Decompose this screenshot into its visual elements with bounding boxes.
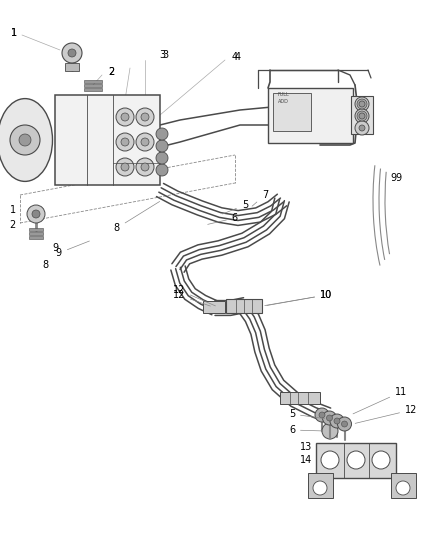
Circle shape — [19, 134, 31, 146]
Circle shape — [121, 138, 129, 146]
Text: 8: 8 — [42, 260, 48, 270]
Text: 2: 2 — [108, 67, 114, 77]
Circle shape — [359, 125, 365, 131]
Text: 8: 8 — [114, 201, 159, 233]
Text: 6: 6 — [289, 425, 322, 435]
Circle shape — [27, 205, 45, 223]
Text: FULL: FULL — [278, 92, 290, 97]
Circle shape — [141, 113, 149, 121]
Bar — [273, 93, 311, 131]
Circle shape — [32, 210, 40, 218]
Circle shape — [121, 163, 129, 171]
Circle shape — [347, 451, 365, 469]
Bar — [308, 473, 333, 498]
Text: 7: 7 — [252, 190, 268, 206]
Circle shape — [355, 121, 369, 135]
Text: 1: 1 — [10, 205, 16, 215]
Bar — [65, 63, 79, 71]
Circle shape — [334, 418, 340, 424]
Bar — [316, 443, 396, 478]
Text: 10: 10 — [265, 290, 332, 305]
Circle shape — [136, 108, 154, 126]
Text: 11: 11 — [353, 387, 407, 414]
Text: 13: 13 — [300, 442, 312, 452]
Circle shape — [357, 99, 367, 109]
Bar — [391, 473, 416, 498]
Circle shape — [359, 113, 365, 119]
Circle shape — [357, 111, 367, 121]
Text: ADD: ADD — [278, 99, 289, 104]
Circle shape — [330, 414, 344, 428]
Circle shape — [322, 423, 338, 439]
Text: 3: 3 — [159, 50, 165, 60]
Circle shape — [156, 140, 168, 152]
Bar — [84, 84, 102, 87]
Text: 14: 14 — [300, 455, 312, 465]
Text: 1: 1 — [11, 28, 17, 38]
Bar — [226, 299, 262, 313]
Circle shape — [315, 408, 329, 422]
Circle shape — [156, 164, 168, 176]
Circle shape — [342, 421, 347, 427]
Text: 9: 9 — [52, 243, 58, 253]
Circle shape — [116, 158, 134, 176]
Text: 6: 6 — [208, 213, 238, 224]
Circle shape — [319, 412, 325, 418]
Circle shape — [355, 97, 369, 111]
Text: 9: 9 — [56, 241, 89, 258]
Circle shape — [338, 417, 352, 431]
Bar — [29, 232, 43, 235]
Circle shape — [359, 101, 365, 107]
Text: 4: 4 — [235, 52, 241, 62]
Circle shape — [156, 128, 168, 140]
Text: 4: 4 — [232, 52, 238, 62]
Circle shape — [136, 158, 154, 176]
Text: 1: 1 — [11, 28, 17, 38]
Bar — [29, 236, 43, 239]
Circle shape — [156, 152, 168, 164]
Bar — [29, 228, 43, 231]
Circle shape — [355, 109, 369, 123]
Circle shape — [121, 113, 129, 121]
Text: 10: 10 — [267, 290, 332, 305]
Text: 3: 3 — [162, 50, 168, 60]
Circle shape — [116, 108, 134, 126]
Bar — [280, 392, 320, 404]
Text: 9: 9 — [390, 173, 396, 183]
Text: 2: 2 — [10, 220, 16, 230]
Circle shape — [141, 163, 149, 171]
Text: 5: 5 — [289, 409, 325, 419]
Circle shape — [68, 49, 76, 57]
Bar — [84, 88, 102, 91]
Text: 12: 12 — [355, 405, 417, 423]
Text: 12: 12 — [173, 285, 215, 306]
Circle shape — [10, 125, 40, 155]
Circle shape — [322, 411, 336, 425]
Circle shape — [313, 481, 327, 495]
Bar — [84, 80, 102, 83]
Circle shape — [141, 138, 149, 146]
Bar — [351, 96, 373, 134]
Circle shape — [326, 415, 332, 421]
Text: 12: 12 — [173, 290, 210, 306]
Circle shape — [136, 133, 154, 151]
Bar — [268, 88, 353, 143]
Circle shape — [372, 451, 390, 469]
Circle shape — [62, 43, 82, 63]
Ellipse shape — [0, 99, 53, 181]
Circle shape — [116, 133, 134, 151]
Text: 2: 2 — [108, 67, 114, 77]
Text: 5: 5 — [223, 200, 248, 214]
Circle shape — [396, 481, 410, 495]
Circle shape — [321, 451, 339, 469]
Bar — [55, 95, 160, 185]
Bar — [203, 301, 225, 313]
Text: 9: 9 — [395, 173, 401, 183]
